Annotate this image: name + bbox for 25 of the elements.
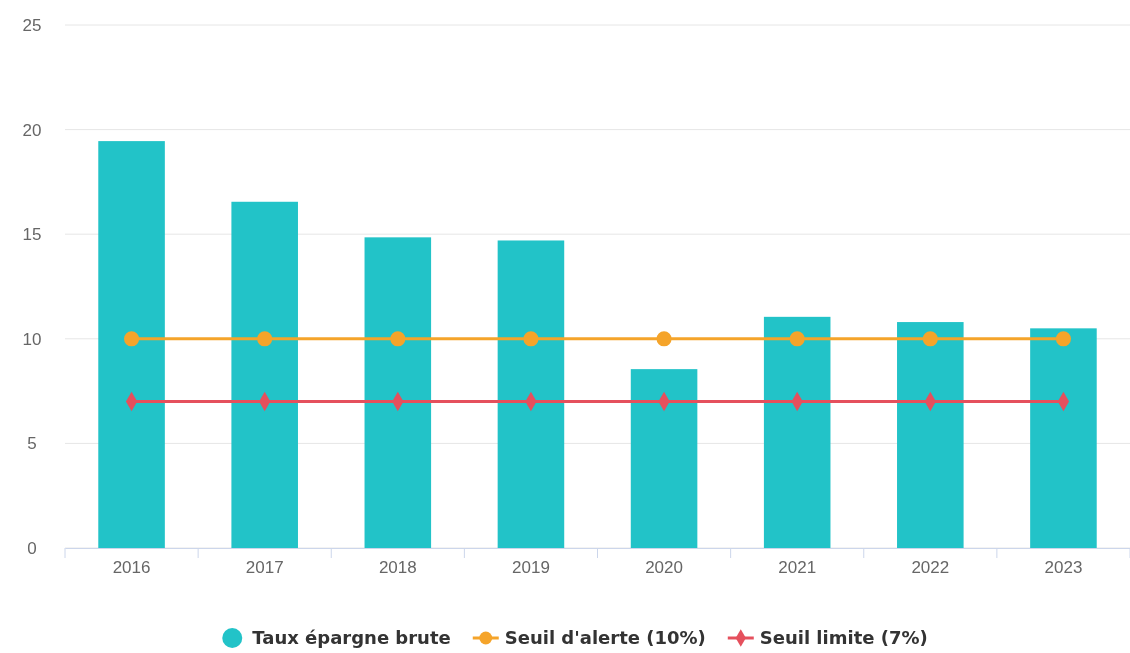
y-tick-label: 10 xyxy=(22,329,42,349)
bar xyxy=(1030,328,1097,548)
bar xyxy=(897,322,964,548)
x-tick-label: 2018 xyxy=(378,558,417,578)
bar xyxy=(231,201,298,548)
legend-label: Taux épargne brute xyxy=(252,627,451,648)
y-tick-label: 0 xyxy=(27,538,37,558)
legend-label: Seuil limite (7%) xyxy=(759,627,928,648)
y-tick-label: 20 xyxy=(22,120,42,140)
bar xyxy=(98,141,165,548)
y-tick-label: 25 xyxy=(22,15,42,35)
x-tick-label: 2022 xyxy=(911,558,950,578)
x-tick-label: 2023 xyxy=(1044,558,1083,578)
x-tick-label: 2016 xyxy=(112,558,151,578)
bar xyxy=(630,369,698,548)
legend-label: Seuil d'alerte (10%) xyxy=(504,627,706,648)
y-tick-label: 15 xyxy=(22,225,42,245)
bar xyxy=(364,237,432,548)
x-tick-label: 2017 xyxy=(245,558,284,578)
x-tick-label: 2019 xyxy=(512,558,550,578)
x-tick-label: 2021 xyxy=(778,558,817,578)
x-tick-label: 2020 xyxy=(645,558,683,578)
bar xyxy=(763,316,831,548)
y-tick-label: 5 xyxy=(27,434,37,454)
bar xyxy=(497,240,565,548)
